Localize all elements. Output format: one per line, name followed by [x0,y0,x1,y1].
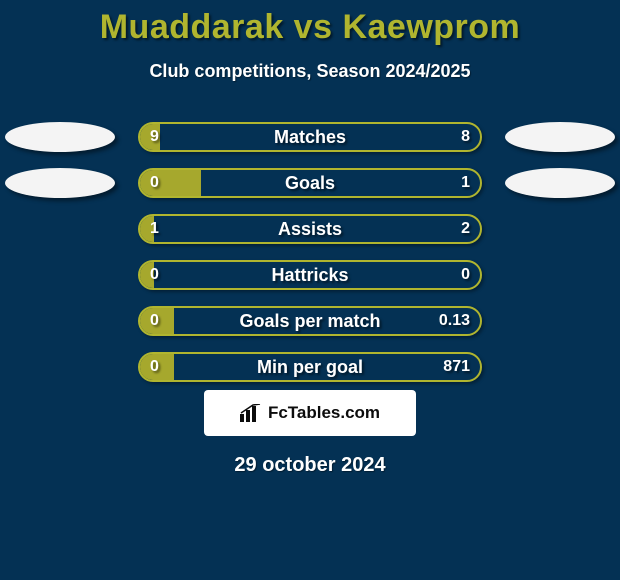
stat-bar: 00Hattricks [138,260,482,290]
player-avatar-right [505,122,615,152]
stat-label: Min per goal [140,354,480,380]
stat-label: Hattricks [140,262,480,288]
source-badge-text: FcTables.com [268,403,380,423]
stat-bar: 01Goals [138,168,482,198]
source-badge: FcTables.com [204,390,416,436]
stat-row: 12Assists [0,214,620,244]
stat-label: Goals per match [140,308,480,334]
stat-bar: 0871Min per goal [138,352,482,382]
player-avatar-right [505,168,615,198]
stat-label: Goals [140,170,480,196]
stat-row: 00.13Goals per match [0,306,620,336]
stat-rows-container: 98Matches 01Goals 12Assists 00Hattricks 00.1… [0,122,620,398]
stat-row: 00Hattricks [0,260,620,290]
player-avatar-left [5,122,115,152]
chart-icon [240,404,262,422]
date-label: 29 october 2024 [0,454,620,477]
stat-row: 98Matches [0,122,620,152]
player-avatar-left [5,168,115,198]
stat-row: 01Goals [0,168,620,198]
comparison-infographic: Muaddarak vs Kaewprom Club competitions,… [0,0,620,580]
page-title: Muaddarak vs Kaewprom [0,0,620,47]
stat-row: 0871Min per goal [0,352,620,382]
subtitle: Club competitions, Season 2024/2025 [0,61,620,82]
stat-bar: 98Matches [138,122,482,152]
stat-bar: 12Assists [138,214,482,244]
stat-bar: 00.13Goals per match [138,306,482,336]
stat-label: Matches [140,124,480,150]
stat-label: Assists [140,216,480,242]
